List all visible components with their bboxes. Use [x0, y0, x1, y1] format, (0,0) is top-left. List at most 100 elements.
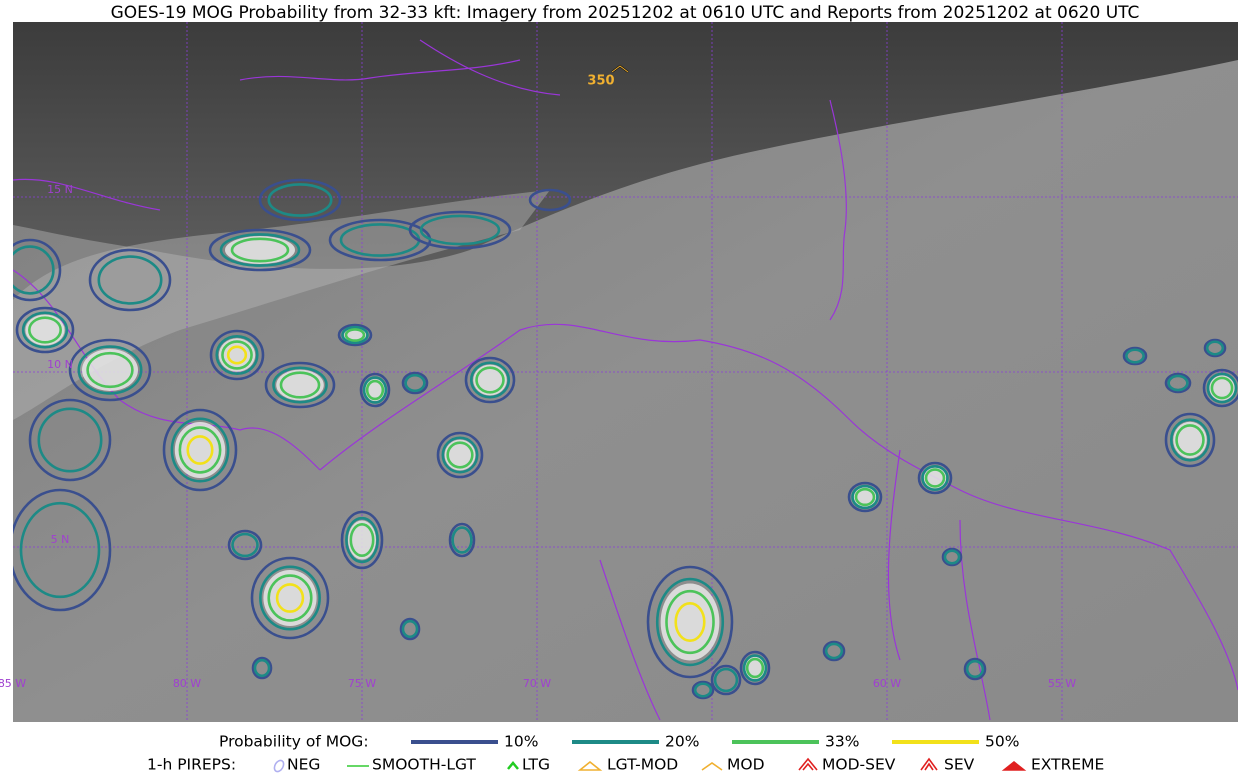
probability-contour [1206, 372, 1238, 404]
probability-contour [215, 334, 259, 376]
lon-label: 75 W [348, 677, 376, 690]
probability-contour [251, 656, 273, 680]
probability-contour [824, 642, 844, 660]
lon-label: 85 W [0, 677, 26, 690]
report-label: 350 [587, 74, 614, 89]
probability-contour [739, 650, 771, 686]
pirep-icons [273, 757, 1027, 773]
probability-contour [469, 361, 511, 399]
pirep-label: MOD [727, 756, 765, 774]
bright-core [444, 439, 476, 471]
probability-contour [822, 640, 846, 662]
probability-contour [230, 237, 290, 263]
legend-label: 20% [665, 733, 699, 751]
probability-contour [419, 214, 501, 246]
probability-contour [13, 245, 55, 295]
probability-contour [365, 379, 385, 401]
probability-contour [404, 373, 426, 393]
probability-contour [710, 664, 742, 696]
probability-contour [337, 323, 373, 347]
pirep-marker-inner [611, 65, 629, 73]
pirep-label: LTG [522, 756, 550, 774]
bright-core [473, 364, 507, 396]
probability-contour [226, 345, 248, 365]
probability-contour [28, 316, 62, 344]
pirep-label: NEG [287, 756, 320, 774]
lat-label: 10 N [47, 358, 73, 371]
lat-label: 5 N [51, 533, 70, 546]
dry-region [13, 22, 1238, 269]
probability-contour [344, 328, 366, 342]
probability-contour [162, 408, 238, 492]
probability-contour [691, 680, 715, 700]
probability-contour [209, 329, 265, 381]
bright-core [225, 236, 295, 264]
pirep-label: SEV [944, 756, 975, 774]
probability-contour [267, 574, 313, 622]
probability-contour [250, 556, 330, 640]
probability-contour [97, 255, 163, 305]
probability-contour [674, 601, 706, 642]
legend-label: 50% [985, 733, 1019, 751]
lat-label: 15 N [47, 183, 73, 196]
probability-contour [1203, 338, 1227, 358]
bright-core [174, 422, 226, 478]
probability-contour [924, 468, 946, 488]
probability-contour [1167, 374, 1189, 392]
probability-contour [401, 619, 419, 639]
legend-label: 33% [825, 733, 859, 751]
probability-contour [448, 522, 476, 558]
lon-label: 80 W [173, 677, 201, 690]
bright-core [348, 520, 376, 560]
probability-contour [1169, 418, 1211, 462]
probability-contour [86, 351, 134, 389]
probability-contour [943, 549, 961, 565]
probability-contour [231, 532, 259, 558]
lon-label: 55 W [1048, 677, 1076, 690]
legend-label: 10% [504, 733, 538, 751]
pirep-label: MOD-SEV [822, 756, 896, 774]
probability-contour [77, 345, 143, 395]
probability-contour [1210, 376, 1234, 400]
probability-contour [170, 417, 230, 483]
probability-contour [401, 371, 429, 395]
probability-contour [528, 188, 572, 212]
probability-contour [742, 654, 768, 682]
title: GOES-19 MOG Probability from 32-33 kft: … [111, 3, 1140, 23]
probability-contour [851, 484, 879, 510]
probability-contour [1125, 348, 1145, 364]
probability-contour [963, 657, 987, 681]
probability-contour [441, 436, 479, 474]
probability-contour [745, 657, 765, 679]
probability-contour [345, 516, 379, 564]
probability-contour [408, 210, 512, 250]
probability-contour [1205, 340, 1225, 356]
probability-contour [475, 366, 505, 394]
probability-contour [1164, 412, 1216, 468]
probability-contour [713, 667, 739, 693]
probability-contour [272, 366, 328, 404]
pirep-label: SMOOTH-LGT [372, 756, 476, 774]
probability-contour [362, 376, 388, 404]
probability-contour [965, 659, 985, 679]
probability-contour [267, 183, 333, 217]
probability-contour [68, 338, 152, 402]
probability-contour [258, 178, 342, 222]
probability-contour [655, 577, 725, 667]
probability-contour [693, 682, 713, 698]
probability-contour [221, 340, 253, 370]
probability-contour [665, 589, 715, 655]
pirep-label: EXTREME [1031, 756, 1104, 774]
probability-contour [446, 441, 474, 469]
probability-contour [178, 426, 222, 474]
probability-contour [219, 233, 301, 267]
probability-contour [464, 356, 516, 404]
probability-contour [253, 658, 271, 678]
legend-title: 1-h PIREPS: [147, 756, 236, 774]
probability-contour [19, 501, 101, 599]
probability-contour [451, 526, 473, 554]
probability-contour [1164, 372, 1192, 394]
legend-title: Probability of MOG: [219, 733, 369, 751]
probability-contour [28, 398, 112, 482]
